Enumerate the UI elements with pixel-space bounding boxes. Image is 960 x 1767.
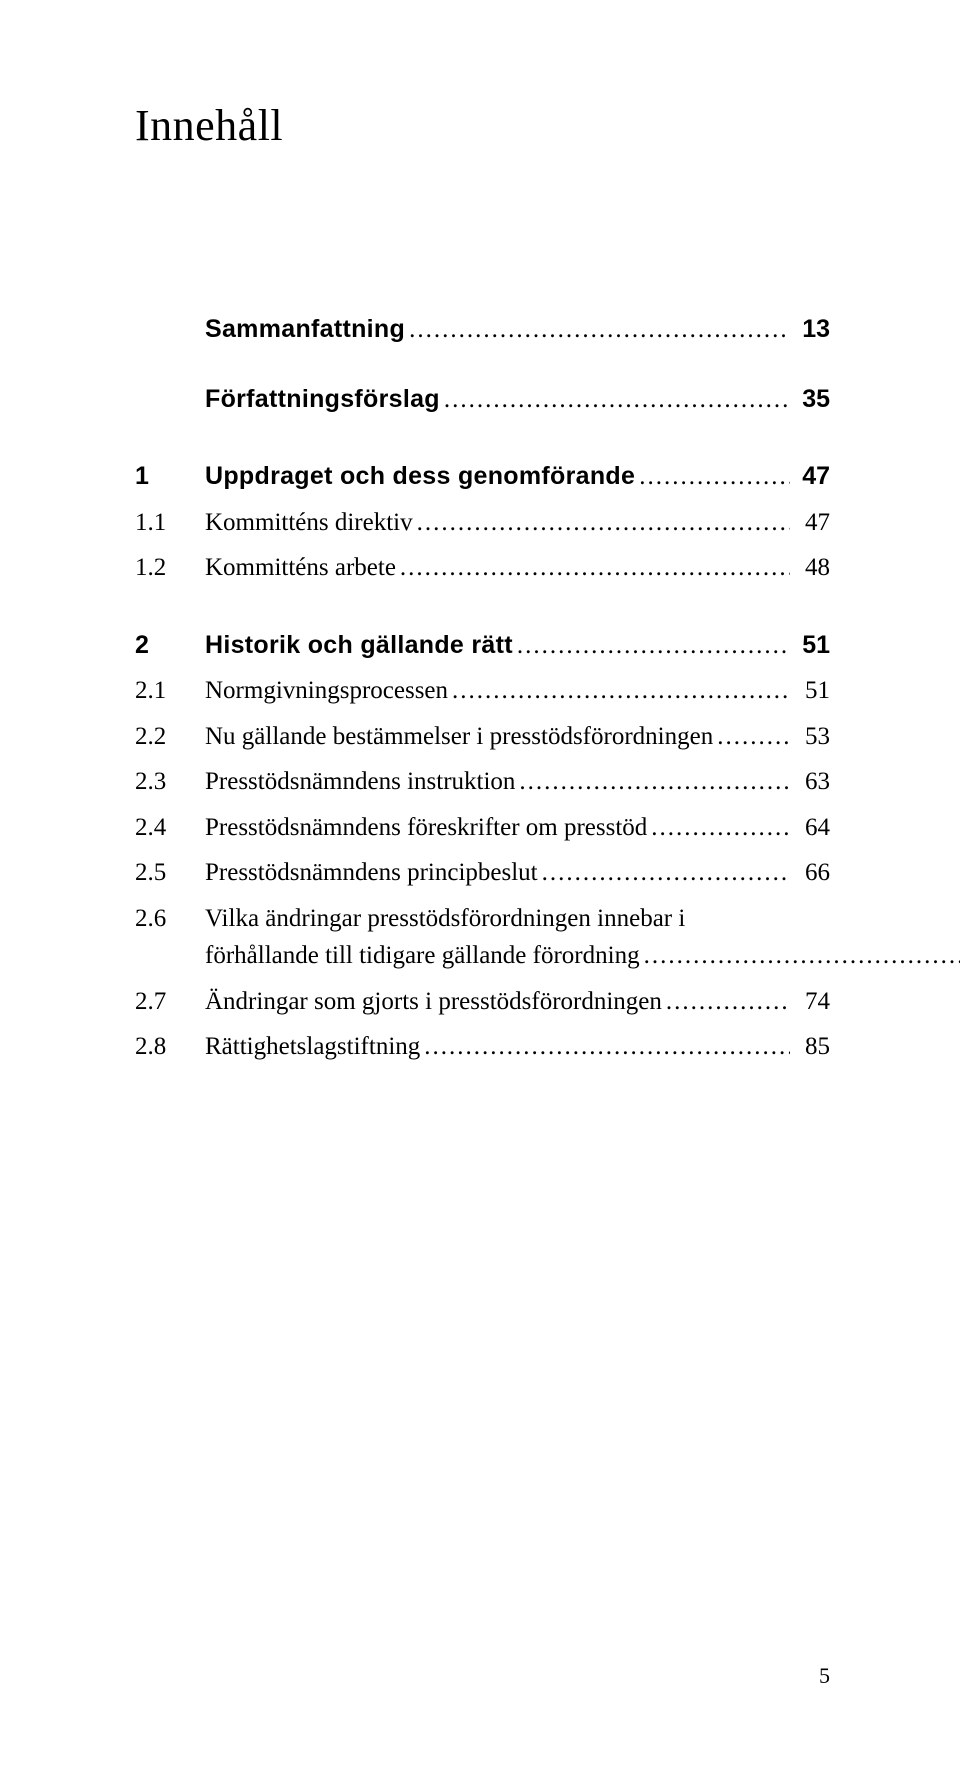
toc-page: 35 xyxy=(790,381,830,419)
toc-label: Uppdraget och dess genomförande xyxy=(205,458,635,496)
page-container: Innehåll Sammanfattning ................… xyxy=(0,0,960,1066)
toc-leader: ........................................… xyxy=(448,672,790,710)
toc-page: 74 xyxy=(790,983,830,1021)
toc-entry-sammanfattning: Sammanfattning .........................… xyxy=(135,311,830,349)
toc-leader: ........................................… xyxy=(713,718,790,756)
toc-entry-2-4: 2.4 Presstödsnämndens föreskrifter om pr… xyxy=(135,809,830,847)
toc-leader: ........................................… xyxy=(413,504,790,542)
toc-page: 48 xyxy=(790,549,830,587)
toc-label: Presstödsnämndens instruktion xyxy=(205,763,515,801)
toc-label: Kommitténs arbete xyxy=(205,549,396,587)
toc-entry-2-7: 2.7 Ändringar som gjorts i presstödsföro… xyxy=(135,983,830,1021)
toc-label-line2: förhållande till tidigare gällande föror… xyxy=(205,937,640,975)
toc-entry-forfattningsforslag: Författningsförslag ....................… xyxy=(135,381,830,419)
toc-entry-2-8: 2.8 Rättighetslagstiftning .............… xyxy=(135,1028,830,1066)
toc-number: 2 xyxy=(135,627,205,665)
toc-label: Nu gällande bestämmelser i presstödsföro… xyxy=(205,718,713,756)
toc-entry-2-1: 2.1 Normgivningsprocessen ..............… xyxy=(135,672,830,710)
toc-leader: ........................................… xyxy=(635,458,790,496)
footer-page-number: 5 xyxy=(819,1663,830,1689)
toc-leader: ........................................… xyxy=(538,854,790,892)
toc-number: 2.1 xyxy=(135,672,205,710)
toc-leader: ........................................… xyxy=(405,311,790,349)
toc-label: Presstödsnämndens föreskrifter om presst… xyxy=(205,809,647,847)
toc-page: 51 xyxy=(790,627,830,665)
toc-leader: ........................................… xyxy=(640,937,960,975)
toc-page: 63 xyxy=(790,763,830,801)
toc-entry-2-6: 2.6 Vilka ändringar presstödsförordninge… xyxy=(135,900,830,975)
toc-label: Författningsförslag xyxy=(205,381,440,419)
toc-page: 13 xyxy=(790,311,830,349)
toc-leader: ........................................… xyxy=(396,549,790,587)
toc-entry-body: Vilka ändringar presstödsförordningen in… xyxy=(205,900,960,975)
toc-number: 2.5 xyxy=(135,854,205,892)
toc-leader: ........................................… xyxy=(513,627,790,665)
toc-label: Kommitténs direktiv xyxy=(205,504,413,542)
toc-entry-2-2: 2.2 Nu gällande bestämmelser i presstöds… xyxy=(135,718,830,756)
toc-number: 2.7 xyxy=(135,983,205,1021)
toc-entry-2-3: 2.3 Presstödsnämndens instruktion ......… xyxy=(135,763,830,801)
toc-entry-1-1: 1.1 Kommitténs direktiv ................… xyxy=(135,504,830,542)
toc-section-1: 1 Uppdraget och dess genomförande ......… xyxy=(135,458,830,496)
toc-page: 47 xyxy=(790,504,830,542)
toc-page: 64 xyxy=(790,809,830,847)
page-title: Innehåll xyxy=(135,100,830,151)
toc-label-line1: Vilka ändringar presstödsförordningen in… xyxy=(205,900,960,938)
toc-number: 2.3 xyxy=(135,763,205,801)
toc-page: 53 xyxy=(790,718,830,756)
toc-number: 2.8 xyxy=(135,1028,205,1066)
toc-leader: ........................................… xyxy=(420,1028,790,1066)
toc-page: 47 xyxy=(790,458,830,496)
toc-leader: ........................................… xyxy=(662,983,790,1021)
toc-leader: ........................................… xyxy=(515,763,790,801)
toc-number: 1.1 xyxy=(135,504,205,542)
toc-label: Ändringar som gjorts i presstödsförordni… xyxy=(205,983,662,1021)
toc-number: 2.2 xyxy=(135,718,205,756)
toc-leader: ........................................… xyxy=(647,809,790,847)
toc-label: Normgivningsprocessen xyxy=(205,672,448,710)
toc-entry-line2: förhållande till tidigare gällande föror… xyxy=(205,937,960,975)
toc-page: 66 xyxy=(790,854,830,892)
toc-page: 85 xyxy=(790,1028,830,1066)
toc-section-2: 2 Historik och gällande rätt ...........… xyxy=(135,627,830,665)
toc-number: 2.4 xyxy=(135,809,205,847)
toc-label: Rättighetslagstiftning xyxy=(205,1028,420,1066)
toc-number: 2.6 xyxy=(135,900,205,938)
toc-label: Historik och gällande rätt xyxy=(205,627,513,665)
toc-number: 1 xyxy=(135,458,205,496)
toc-page: 51 xyxy=(790,672,830,710)
toc-label: Presstödsnämndens principbeslut xyxy=(205,854,538,892)
toc-leader: ........................................… xyxy=(440,381,790,419)
toc-entry-1-2: 1.2 Kommitténs arbete ..................… xyxy=(135,549,830,587)
toc-number: 1.2 xyxy=(135,549,205,587)
toc-entry-2-5: 2.5 Presstödsnämndens principbeslut ....… xyxy=(135,854,830,892)
toc-label: Sammanfattning xyxy=(205,311,405,349)
